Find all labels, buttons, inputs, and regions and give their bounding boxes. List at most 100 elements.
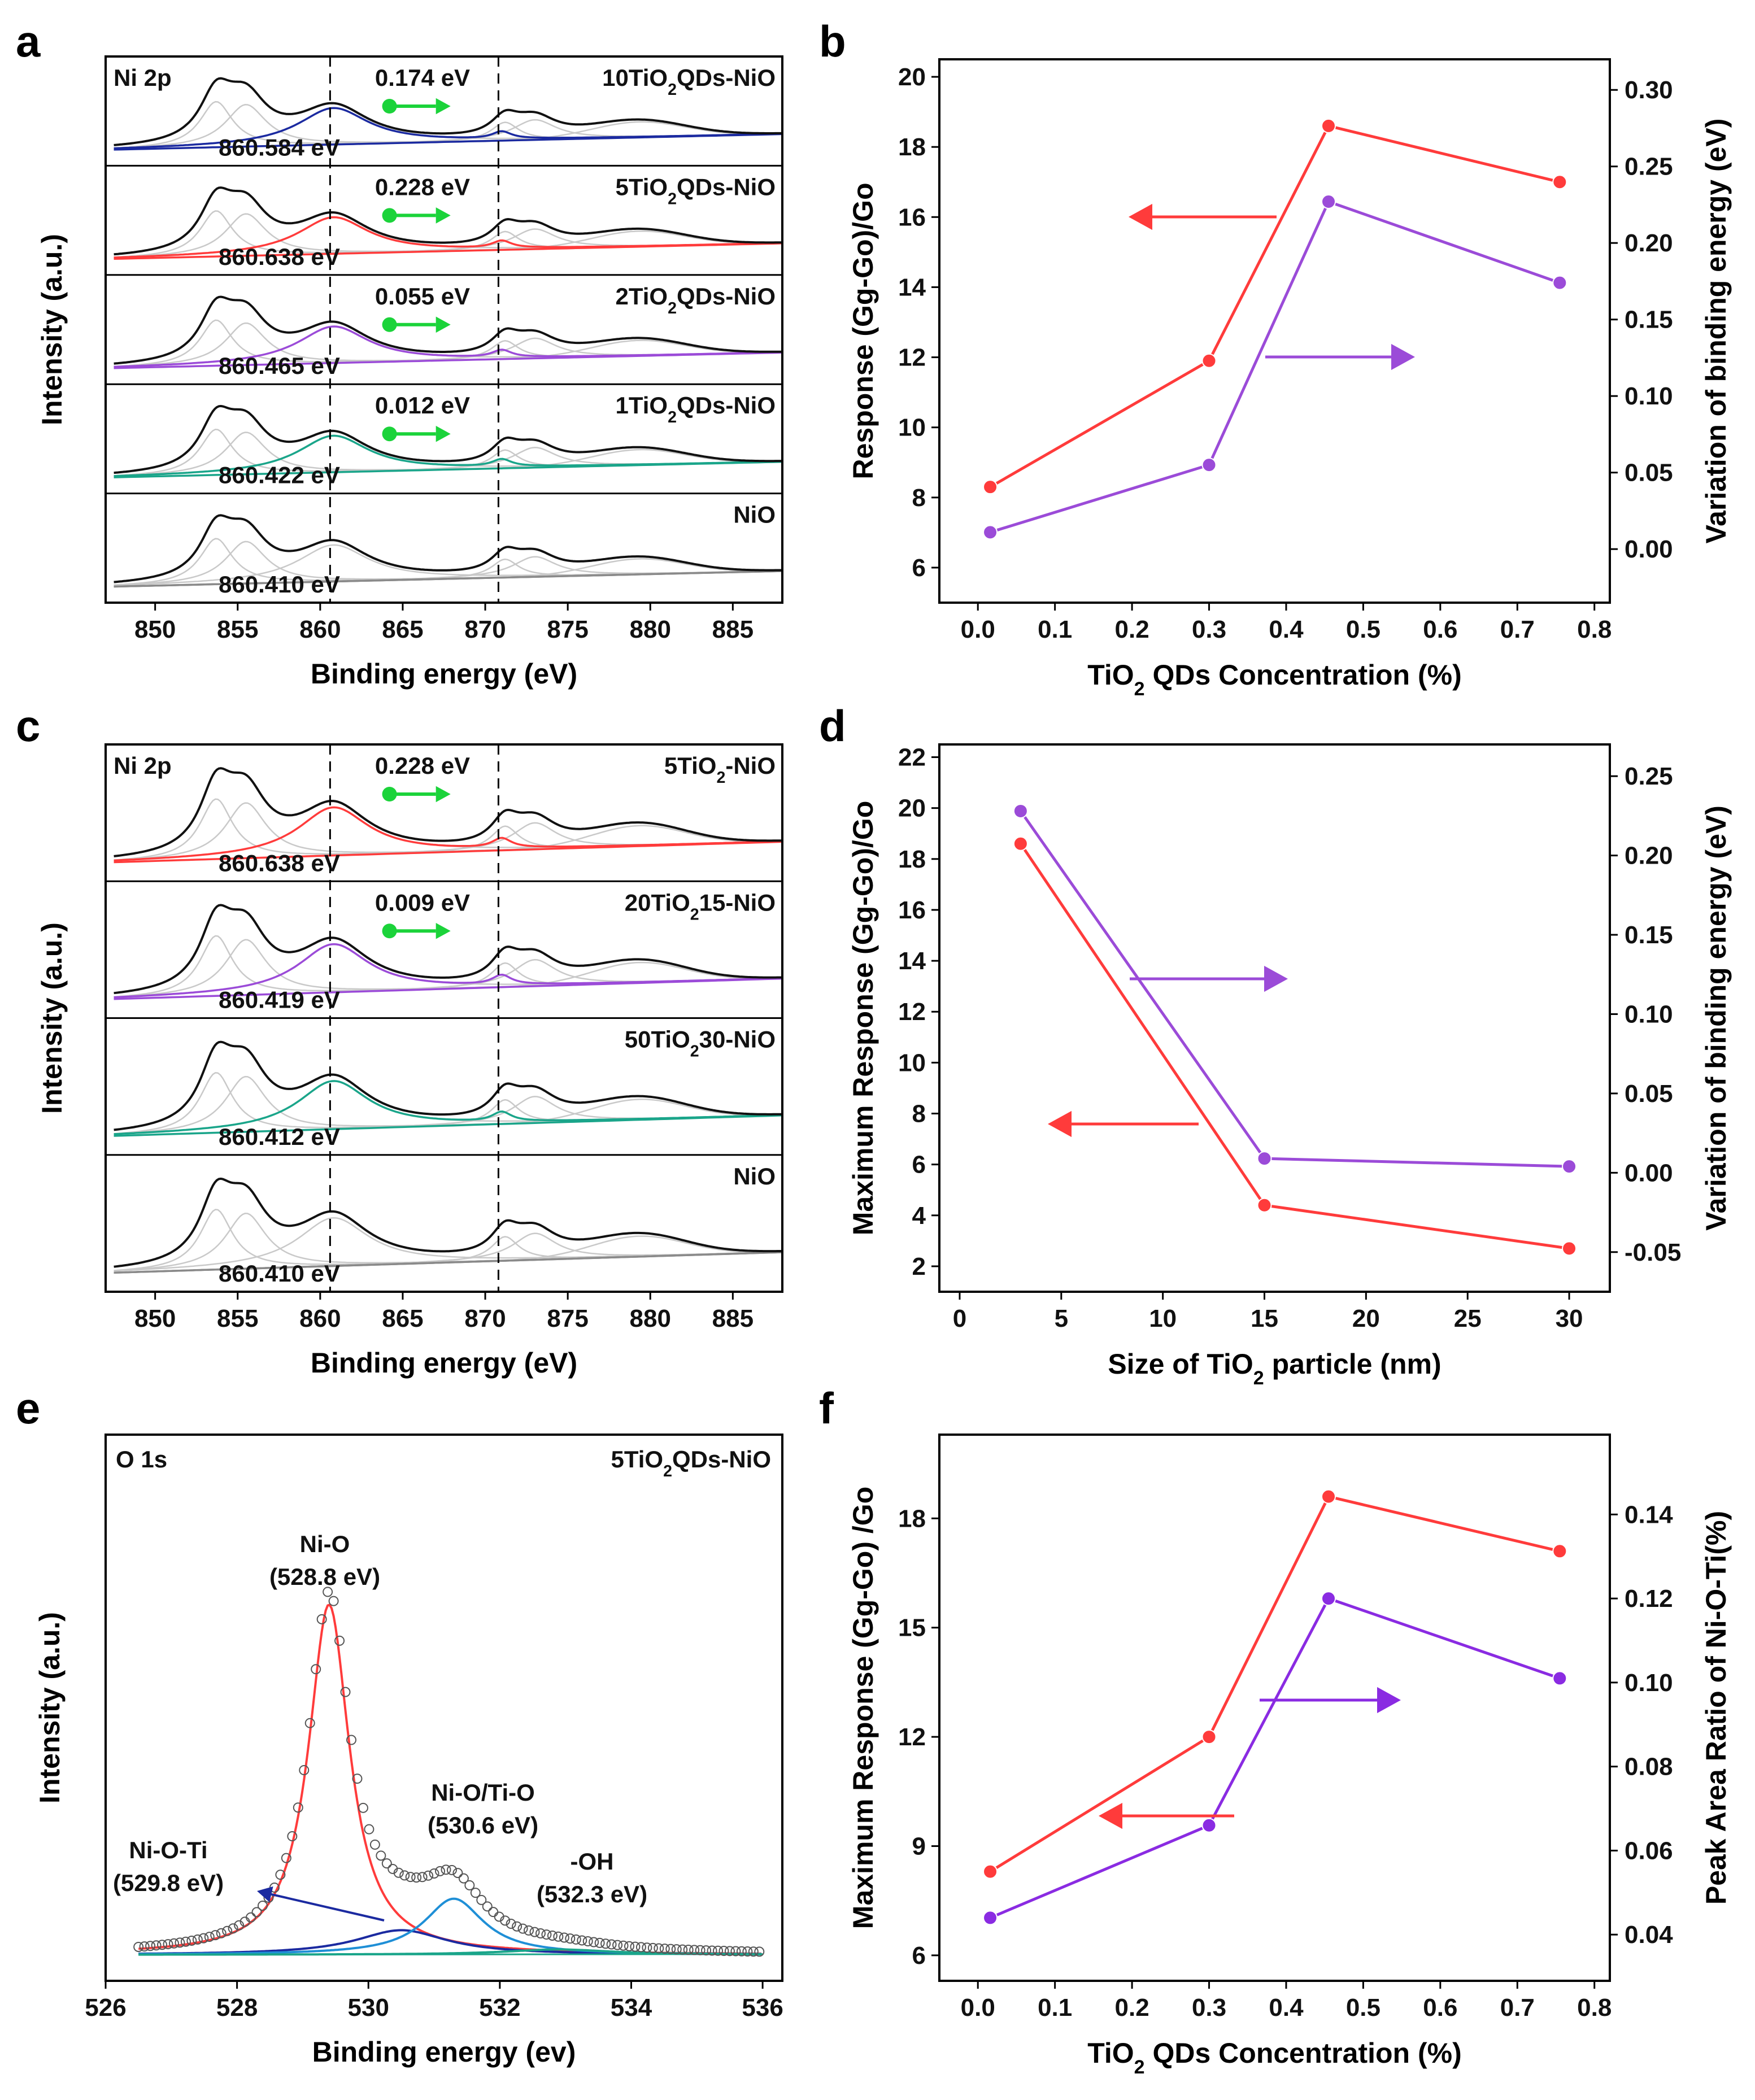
- data-point: [210, 1930, 221, 1941]
- y2-tick-label: 0.14: [1625, 1501, 1673, 1528]
- data-point: [180, 1936, 191, 1947]
- right-axis-arrow-b: [1265, 343, 1415, 371]
- spectrum-envelope: [114, 514, 782, 583]
- right-axis-arrow-b-head: [1391, 343, 1415, 371]
- peak-position: (530.6 eV): [428, 1812, 538, 1838]
- data-point: [683, 1945, 694, 1955]
- y-axis-title: Maximum Response (Gg-Go) /Go: [847, 1487, 879, 1929]
- x-tick-label: 885: [712, 616, 754, 643]
- data-point: [565, 1933, 576, 1944]
- baseline: [114, 351, 783, 369]
- sample-label: 20TiO215-NiO: [625, 889, 776, 923]
- data-point: [358, 1802, 368, 1813]
- shift-arrow: [389, 922, 451, 939]
- data-point: [139, 1941, 150, 1952]
- data-point: [618, 1940, 629, 1951]
- data-point: [458, 1873, 469, 1884]
- data-point: [582, 1936, 593, 1947]
- left-axis-arrow-b-head: [1129, 203, 1152, 230]
- data-point: [606, 1939, 617, 1950]
- data-point: [559, 1932, 569, 1943]
- panel-label-d: d: [819, 701, 846, 751]
- element-label: Ni 2p: [114, 752, 172, 779]
- data-point: [1552, 1671, 1567, 1686]
- x-tick-label: 20: [1352, 1305, 1380, 1332]
- data-point: [677, 1944, 688, 1955]
- shift-label: 0.228 eV: [375, 173, 470, 200]
- y2-tick-label: 0.00: [1625, 1159, 1673, 1187]
- data-point: [983, 525, 998, 540]
- data-point: [411, 1872, 422, 1883]
- data-point: [612, 1940, 623, 1950]
- y2-tick-label: 0.08: [1625, 1753, 1673, 1781]
- ni-o-ti-arrow-shaft: [271, 1893, 385, 1922]
- baseline: [114, 1114, 783, 1137]
- shift-arrow-head: [436, 207, 451, 224]
- x-tick-label: 536: [742, 1994, 783, 2021]
- data-point: [635, 1942, 646, 1953]
- peak-name: Ni-O: [300, 1531, 350, 1557]
- x-tick-label: 528: [216, 1994, 258, 2021]
- shift-arrow-head: [436, 922, 451, 939]
- data-point: [234, 1920, 245, 1931]
- data-point: [246, 1912, 256, 1923]
- panel-label-b: b: [819, 16, 846, 66]
- sample-label: NiO: [733, 502, 776, 528]
- data-point: [381, 1858, 392, 1869]
- chart-a: 850 855 860 865 870 875 880 885 10TiO2QDs-NiO Ni …: [36, 55, 783, 690]
- shift-label: 0.009 eV: [375, 889, 470, 916]
- x-tick-label: 532: [479, 1994, 520, 2021]
- shift-arrow: [389, 207, 451, 224]
- data-point: [441, 1864, 451, 1875]
- data-point: [665, 1944, 676, 1954]
- data-point: [299, 1765, 310, 1776]
- data-point: [647, 1942, 658, 1953]
- series-line: [990, 199, 1561, 534]
- baseline: [114, 460, 783, 478]
- peak-position: (532.3 eV): [537, 1881, 647, 1907]
- x-tick-label: 0.0: [961, 616, 995, 643]
- y-tick-label: 14: [898, 273, 926, 301]
- x-tick-label: 530: [348, 1994, 389, 2021]
- data-point: [983, 1910, 998, 1925]
- y2-tick-label: 0.04: [1625, 1921, 1673, 1949]
- y2-tick-label: 0.30: [1625, 76, 1673, 104]
- x-tick-label: 0.2: [1115, 1994, 1149, 2021]
- data-point: [293, 1802, 303, 1813]
- data-point: [222, 1925, 233, 1936]
- shift-arrow: [389, 786, 451, 803]
- data-point: [594, 1937, 605, 1948]
- data-point: [352, 1774, 363, 1784]
- data-point: [506, 1919, 516, 1929]
- element-label: Ni 2p: [114, 64, 172, 91]
- data-point: [369, 1839, 380, 1850]
- data-point: [1552, 175, 1567, 190]
- x-tick-label: 875: [547, 1305, 588, 1332]
- y-tick-label: 6: [912, 1942, 926, 1970]
- x-tick-label: 850: [134, 616, 176, 643]
- sample-label: NiO: [733, 1163, 776, 1190]
- data-point: [541, 1929, 552, 1940]
- series-line: [1019, 810, 1570, 1168]
- sample-label: 5TiO2QDs-NiO: [611, 1446, 772, 1480]
- data-point: [1552, 275, 1567, 290]
- data-point: [1013, 803, 1028, 818]
- peak-name: Ni-O/Ti-O: [431, 1779, 535, 1806]
- data-point: [405, 1872, 416, 1883]
- x-tick-label: 0.3: [1192, 1994, 1226, 2021]
- peak-position: (528.8 eV): [269, 1563, 380, 1590]
- plot-frame: [938, 58, 1611, 604]
- data-point: [754, 1946, 765, 1957]
- data-point: [470, 1888, 481, 1898]
- y2-tick-label: 0.06: [1625, 1837, 1673, 1864]
- data-point: [346, 1735, 357, 1745]
- y-tick-label: 6: [912, 554, 926, 582]
- data-point: [482, 1901, 493, 1912]
- data-point: [423, 1870, 434, 1881]
- left-axis-arrow-f: [1099, 1802, 1234, 1829]
- x-tick-label: 10: [1149, 1305, 1177, 1332]
- left-axis-arrow-b: [1129, 203, 1277, 230]
- baseline: [138, 1953, 763, 1956]
- data-point: [399, 1870, 410, 1881]
